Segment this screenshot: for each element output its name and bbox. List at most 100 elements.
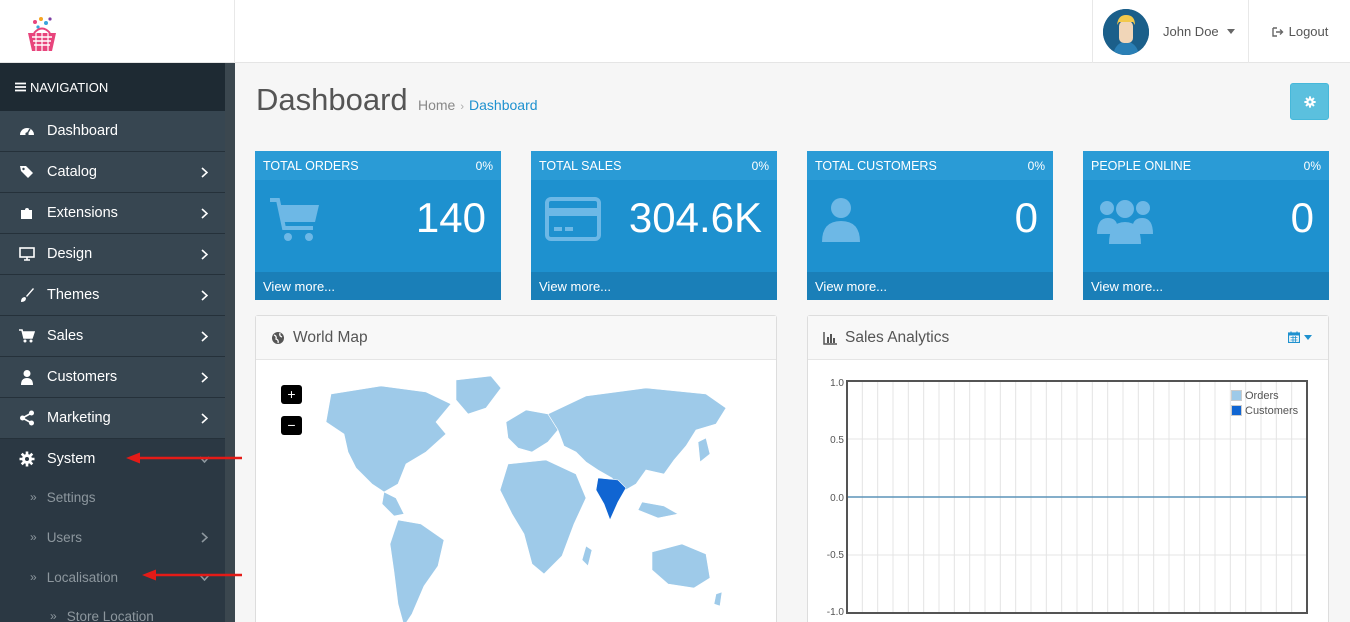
bar-chart-icon	[823, 331, 837, 345]
user-menu[interactable]: John Doe	[1092, 0, 1249, 63]
sidebar: NAVIGATION Dashboard Catalog Extensions …	[0, 63, 235, 622]
sidebar-item-dashboard[interactable]: Dashboard	[0, 111, 225, 152]
nav-heading[interactable]: NAVIGATION	[0, 63, 225, 111]
tile-total-sales: TOTAL SALES 0% 304.6K View more...	[531, 151, 777, 300]
tile-view-more-link[interactable]: View more...	[807, 272, 1053, 300]
tile-heading: TOTAL CUSTOMERS 0%	[807, 151, 1053, 180]
logout-label[interactable]: Logout	[1288, 24, 1329, 39]
credit-card-icon	[545, 197, 601, 241]
tags-icon	[19, 164, 35, 180]
sidebar-subitem-label: Settings	[46, 489, 96, 505]
annotation-arrow-icon	[126, 452, 242, 464]
top-header: John Doe Logout	[0, 0, 1350, 63]
brush-icon	[19, 287, 35, 303]
gear-icon	[1303, 95, 1316, 108]
sidebar-item-label: Extensions	[47, 205, 118, 221]
tile-view-more-link[interactable]: View more...	[1083, 272, 1329, 300]
sidebar-subitem-localisation[interactable]: » Localisation	[0, 557, 225, 597]
dashboard-icon	[19, 123, 35, 139]
chevron-down-icon[interactable]	[1226, 29, 1235, 34]
map-zoom-in-button[interactable]: +	[281, 385, 302, 404]
sidebar-item-label: Sales	[47, 328, 84, 344]
tile-value: 140	[415, 194, 486, 241]
y-tick-label: -1.0	[826, 607, 844, 618]
sidebar-subitem-settings[interactable]: » Settings	[0, 477, 225, 517]
tile-view-more-link[interactable]: View more...	[531, 272, 777, 300]
tile-percent: 0%	[1027, 158, 1045, 173]
sidebar-item-label: Themes	[47, 287, 100, 303]
panel-heading: World Map	[256, 316, 776, 360]
breadcrumb-dashboard[interactable]: Dashboard	[469, 97, 538, 113]
sidebar-item-extensions[interactable]: Extensions	[0, 193, 225, 234]
breadcrumb: Home › Dashboard	[418, 97, 538, 113]
tile-percent: 0%	[751, 158, 769, 173]
chevron-right-icon	[201, 532, 208, 543]
y-tick-label: 0.0	[830, 493, 844, 504]
settings-button[interactable]	[1290, 83, 1329, 120]
tile-people-online: PEOPLE ONLINE 0% 0 View more...	[1083, 151, 1329, 300]
sidebar-item-design[interactable]: Design	[0, 234, 225, 275]
double-chevron-icon: »	[50, 609, 57, 622]
breadcrumb-home[interactable]: Home	[418, 97, 456, 113]
logout-link[interactable]: Logout	[1250, 0, 1350, 63]
sidebar-item-label: Customers	[47, 369, 118, 385]
sidebar-subitem-users[interactable]: » Users	[0, 517, 225, 557]
annotation-arrow-icon	[142, 569, 242, 581]
double-chevron-icon: »	[30, 570, 37, 584]
chevron-right-icon	[201, 208, 208, 219]
breadcrumb-separator-icon: ›	[460, 101, 465, 113]
logo-area[interactable]	[0, 0, 235, 63]
user-name[interactable]: John Doe	[1163, 24, 1219, 39]
monitor-icon	[19, 246, 35, 262]
y-tick-label: 1.0	[830, 378, 844, 389]
panel-title: World Map	[293, 328, 368, 346]
world-map[interactable]	[286, 374, 736, 622]
legend-item-customers[interactable]: Customers	[1231, 403, 1298, 418]
page-title: Dashboard	[256, 82, 408, 117]
tile-view-more-link[interactable]: View more...	[255, 272, 501, 300]
basket-logo-icon[interactable]	[25, 16, 59, 54]
sidebar-subitem-label: Localisation	[46, 569, 118, 585]
sidebar-item-marketing[interactable]: Marketing	[0, 398, 225, 439]
tile-title: TOTAL CUSTOMERS	[815, 158, 937, 173]
globe-icon	[272, 331, 284, 344]
chevron-right-icon	[201, 167, 208, 178]
sidebar-subitem-store-location[interactable]: » Store Location	[0, 597, 225, 622]
double-chevron-icon: »	[30, 490, 37, 504]
sidebar-item-system[interactable]: System	[0, 439, 225, 480]
nav-heading-label: NAVIGATION	[30, 79, 109, 95]
sidebar-subitem-label: Store Location	[66, 609, 154, 622]
sidebar-item-label: Marketing	[47, 410, 111, 426]
legend-item-orders[interactable]: Orders	[1231, 388, 1298, 403]
map-country-india[interactable]	[595, 477, 627, 521]
sidebar-scrollbar[interactable]	[225, 63, 235, 622]
tile-percent: 0%	[475, 158, 493, 173]
tile-heading: TOTAL SALES 0%	[531, 151, 777, 180]
share-icon	[19, 410, 35, 426]
date-range-dropdown[interactable]	[1288, 331, 1312, 343]
sales-chart	[846, 380, 1308, 614]
sidebar-item-label: Catalog	[47, 164, 97, 180]
chevron-down-icon	[1304, 334, 1312, 340]
tile-total-customers: TOTAL CUSTOMERS 0% 0 View more...	[807, 151, 1053, 300]
bars-icon	[15, 82, 26, 92]
sidebar-item-label: Dashboard	[47, 123, 118, 139]
puzzle-icon	[19, 205, 35, 221]
chevron-right-icon	[201, 290, 208, 301]
tile-value: 304.6K	[628, 194, 762, 241]
sidebar-item-catalog[interactable]: Catalog	[0, 152, 225, 193]
tile-title: TOTAL SALES	[539, 158, 622, 173]
avatar[interactable]	[1103, 8, 1149, 55]
chevron-right-icon	[201, 372, 208, 383]
sidebar-item-sales[interactable]: Sales	[0, 316, 225, 357]
legend-label: Customers	[1245, 404, 1299, 417]
sidebar-item-themes[interactable]: Themes	[0, 275, 225, 316]
tile-heading: TOTAL ORDERS 0%	[255, 151, 501, 180]
chart-legend: Orders Customers	[1231, 388, 1298, 418]
map-zoom-out-button[interactable]: −	[281, 416, 302, 435]
sidebar-item-customers[interactable]: Customers	[0, 357, 225, 398]
calendar-icon	[1288, 331, 1300, 343]
sidebar-item-label: Design	[47, 246, 93, 262]
tile-title: PEOPLE ONLINE	[1091, 158, 1192, 173]
tile-heading: PEOPLE ONLINE 0%	[1083, 151, 1329, 180]
